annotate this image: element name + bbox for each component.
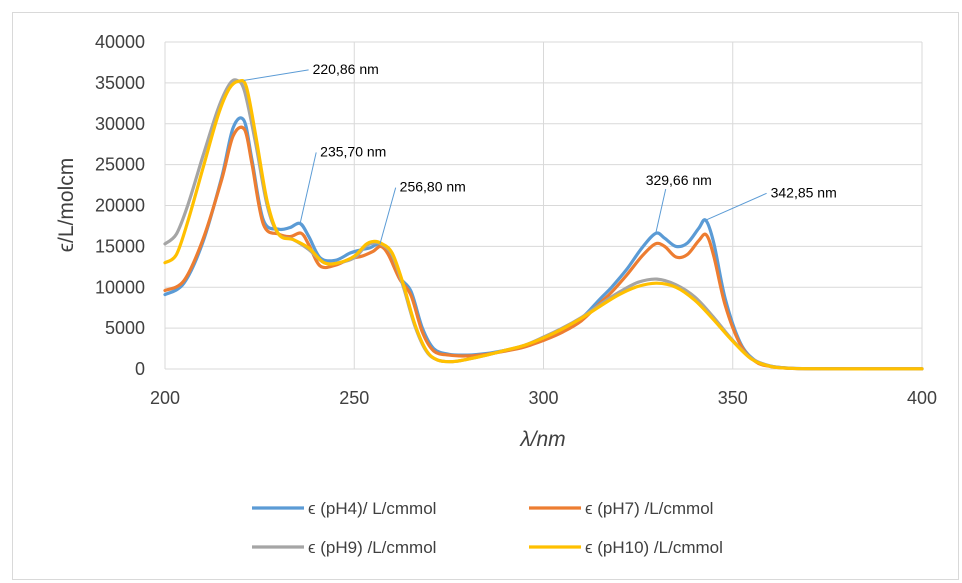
- chart-frame: [12, 12, 959, 580]
- annotations: 220,86 nm 235,70 nm 256,80 nm 329,66 nm 342,…: [243, 61, 837, 245]
- tick-labels: 0 5000 10000 15000 20000 25000 30000 35000 40000…: [95, 32, 937, 408]
- annotation-label: 256,80 nm: [400, 179, 466, 195]
- legend-item-ph10: ϵ (pH10) /L/cmmol: [529, 538, 723, 557]
- legend-label: ϵ (pH4)/ L/cmmol: [308, 499, 436, 518]
- annotation-label: 342,85 nm: [771, 184, 837, 200]
- y-tick-label: 20000: [95, 196, 145, 216]
- x-tick-label: 200: [150, 388, 180, 408]
- series-line-ph10: [163, 78, 924, 371]
- x-tick-label: 300: [528, 388, 558, 408]
- y-tick-label: 10000: [95, 277, 145, 297]
- series-lines: [163, 78, 924, 371]
- annotation-leader: [299, 152, 317, 224]
- grid: [164, 41, 923, 370]
- annotation-label: 235,70 nm: [320, 143, 386, 159]
- y-tick-label: 25000: [95, 155, 145, 175]
- x-tick-label: 250: [339, 388, 369, 408]
- y-tick-label: 35000: [95, 73, 145, 93]
- legend-label: ϵ (pH7) /L/cmmol: [585, 499, 713, 518]
- y-axis-title: ϵ/L/molcm: [55, 158, 78, 252]
- x-axis-title: λ/nm: [519, 428, 565, 451]
- y-tick-label: 0: [135, 359, 145, 379]
- y-tick-label: 30000: [95, 114, 145, 134]
- x-tick-label: 350: [718, 388, 748, 408]
- y-tick-label: 15000: [95, 236, 145, 256]
- legend-item-ph9: ϵ (pH9) /L/cmmol: [252, 538, 436, 557]
- legend-item-ph7: ϵ (pH7) /L/cmmol: [529, 499, 713, 518]
- y-tick-label: 5000: [105, 318, 145, 338]
- x-tick-label: 400: [907, 388, 937, 408]
- annotation-leader: [379, 187, 397, 245]
- y-tick-label: 40000: [95, 32, 145, 52]
- annotation-leader: [705, 192, 767, 221]
- annotation-leader: [243, 69, 309, 81]
- annotation-label: 329,66 nm: [646, 172, 712, 188]
- annotation-leader: [655, 188, 667, 234]
- legend-label: ϵ (pH10) /L/cmmol: [585, 538, 723, 557]
- legend-label: ϵ (pH9) /L/cmmol: [308, 538, 436, 557]
- legend-item-ph4: ϵ (pH4)/ L/cmmol: [252, 499, 436, 518]
- legend: ϵ (pH4)/ L/cmmol ϵ (pH7) /L/cmmol ϵ (pH9) …: [252, 499, 723, 557]
- annotation-label: 220,86 nm: [313, 61, 379, 77]
